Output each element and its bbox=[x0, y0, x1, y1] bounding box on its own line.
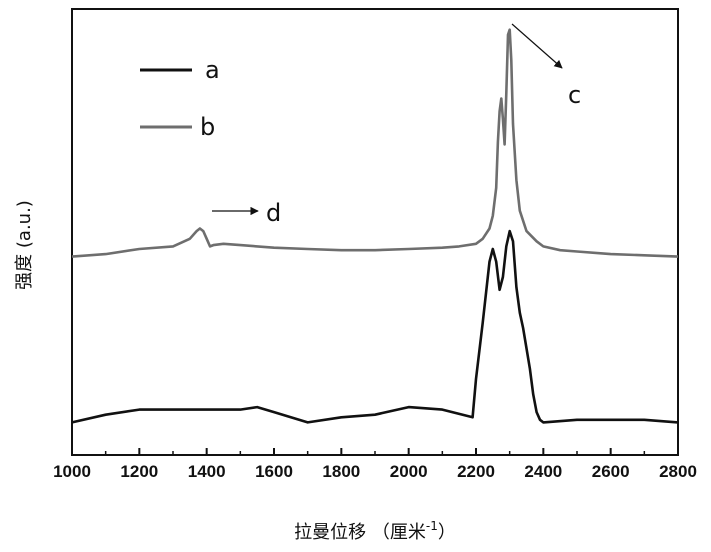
x-tick-label: 2600 bbox=[592, 462, 630, 481]
x-tick-label: 1800 bbox=[322, 462, 360, 481]
annotation-label-c: c bbox=[568, 81, 581, 109]
x-axis-title-close: ） bbox=[438, 522, 456, 543]
plot-frame bbox=[71, 8, 679, 456]
x-tick-label: 1200 bbox=[120, 462, 158, 481]
series-layer bbox=[71, 28, 679, 424]
x-tick-label: 1000 bbox=[53, 462, 91, 481]
x-axis-ticks: 1000 1200 1400 1600 1800 2000 2200 2400 2600 2800 bbox=[53, 448, 697, 481]
y-axis-title: 强度 (a.u.) bbox=[14, 200, 35, 290]
x-tick-label: 2000 bbox=[390, 462, 428, 481]
x-axis-title-superscript: -1 bbox=[426, 519, 438, 533]
legend-label-a: a bbox=[205, 56, 220, 84]
x-tick-label: 1600 bbox=[255, 462, 293, 481]
x-tick-label: 2400 bbox=[524, 462, 562, 481]
x-tick-label: 1400 bbox=[188, 462, 226, 481]
legend: a b bbox=[140, 56, 220, 141]
x-axis-title-main: 拉曼位移 （厘米 bbox=[294, 522, 426, 543]
x-axis-title: 拉曼位移 （厘米-1） bbox=[294, 519, 456, 543]
legend-label-b: b bbox=[200, 113, 215, 141]
annotation-arrow-c bbox=[511, 23, 563, 69]
series-line-b bbox=[71, 28, 679, 258]
annotation-label-d: d bbox=[266, 199, 281, 227]
x-tick-label: 2800 bbox=[659, 462, 697, 481]
annotations: c d bbox=[212, 23, 581, 227]
x-tick-label: 2200 bbox=[457, 462, 495, 481]
series-line-a bbox=[71, 229, 679, 424]
